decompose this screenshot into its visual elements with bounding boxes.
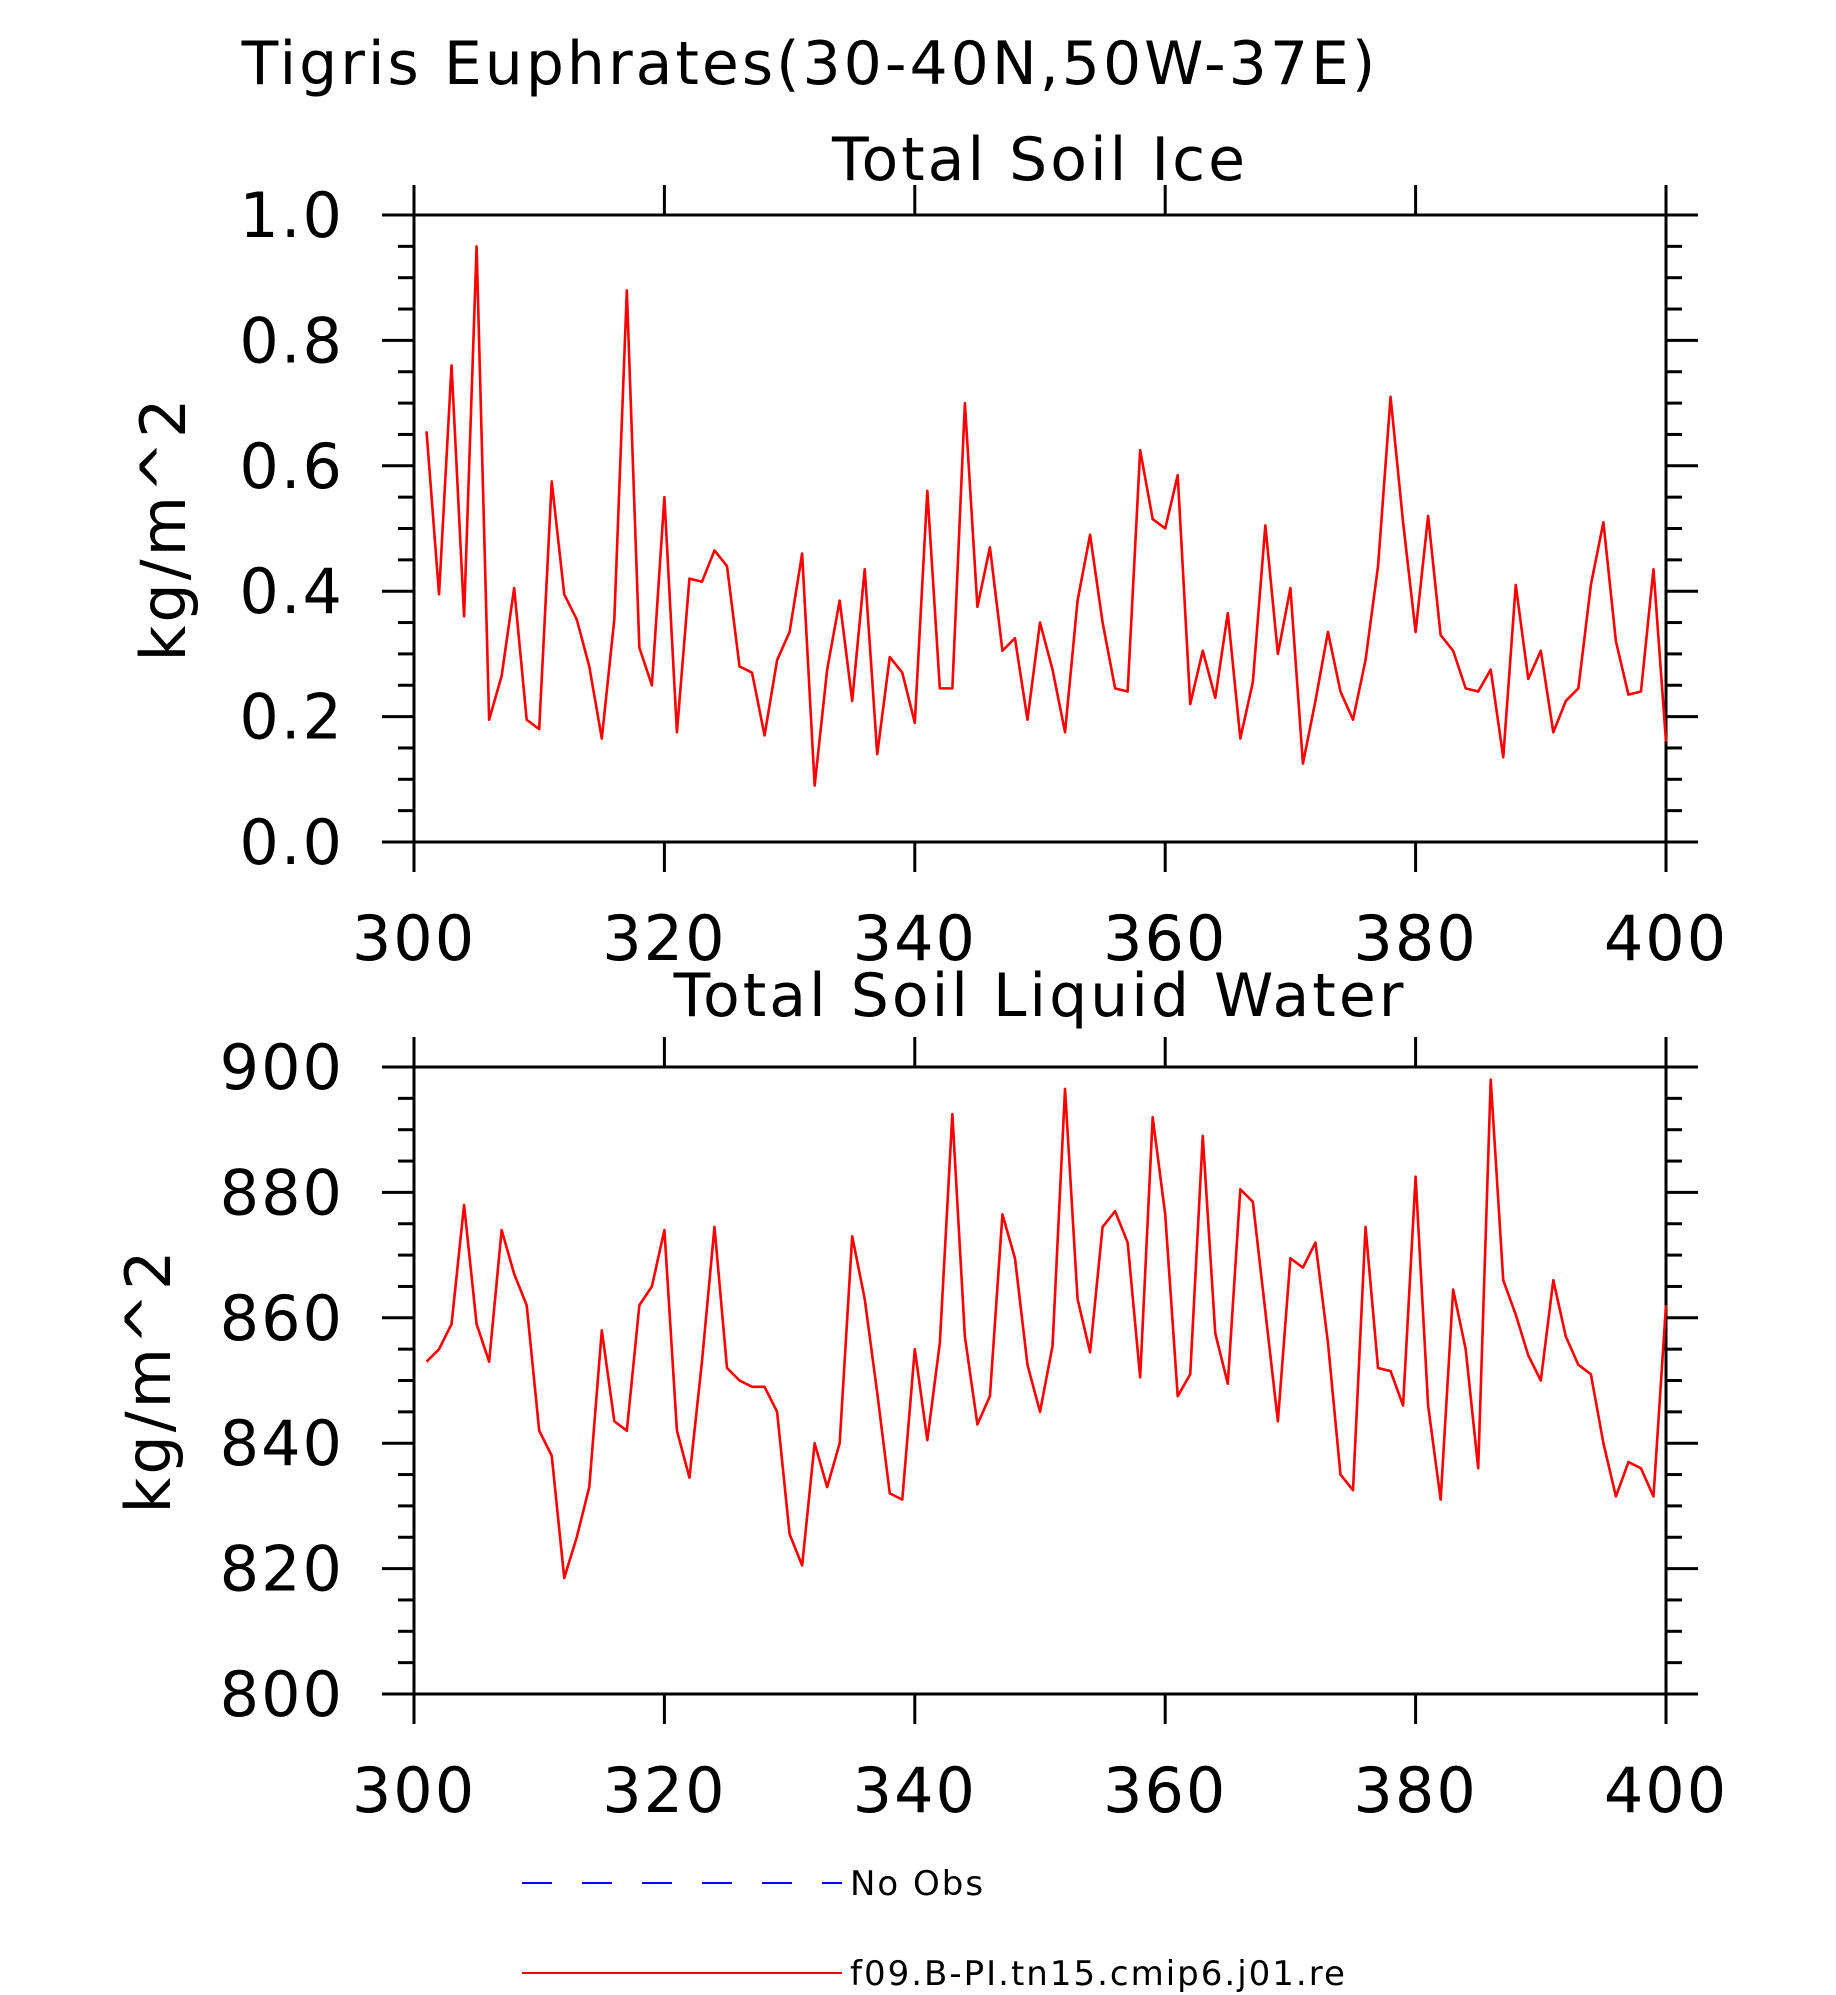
x-tick-label: 360 bbox=[1103, 902, 1227, 975]
plot-frame bbox=[412, 1065, 1668, 1696]
x-tick-label: 400 bbox=[1604, 1754, 1728, 1827]
x-tick-label: 320 bbox=[602, 1754, 726, 1827]
x-tick-label: 340 bbox=[853, 1754, 977, 1827]
x-tick-label: 320 bbox=[602, 902, 726, 975]
legend-label-no-obs: No Obs bbox=[850, 1864, 985, 1904]
panel-title: Total Soil Liquid Water bbox=[673, 961, 1407, 1031]
series-line bbox=[425, 245, 1668, 787]
y-axis-label: kg/m^2 bbox=[127, 396, 200, 662]
y-tick-label: 0.2 bbox=[239, 681, 344, 754]
legend: No Obs f09.B-PI.tn15.cmip6.j01.re bbox=[522, 1864, 1347, 1994]
x-tick-label: 380 bbox=[1353, 902, 1477, 975]
y-tick-label: 0.8 bbox=[239, 304, 344, 377]
y-tick-label: 900 bbox=[220, 1031, 344, 1104]
legend-label-model: f09.B-PI.tn15.cmip6.j01.re bbox=[850, 1954, 1347, 1994]
figure-title: Tigris Euphrates(30-40N,50W-37E) bbox=[241, 29, 1379, 99]
x-tick-label: 300 bbox=[352, 1754, 476, 1827]
y-tick-label: 820 bbox=[220, 1533, 344, 1606]
y-tick-label: 0.0 bbox=[239, 806, 344, 879]
y-tick-label: 860 bbox=[220, 1282, 344, 1355]
y-axis-label: kg/m^2 bbox=[112, 1248, 185, 1514]
y-tick-label: 840 bbox=[220, 1407, 344, 1480]
x-tick-label: 400 bbox=[1604, 902, 1728, 975]
y-tick-label: 0.6 bbox=[239, 430, 344, 503]
panel-total-soil-liquid-water: Total Soil Liquid Water kg/m^2 300 320 340 36… bbox=[112, 961, 1728, 1827]
y-tick-label: 800 bbox=[220, 1658, 344, 1731]
y-tick-label: 0.4 bbox=[239, 555, 344, 628]
panel-total-soil-ice: Total Soil Ice kg/m^2 300 320 340 360 380 400 0.… bbox=[127, 125, 1728, 975]
x-tick-label: 360 bbox=[1103, 1754, 1227, 1827]
x-tick-label: 380 bbox=[1353, 1754, 1477, 1827]
y-tick-label: 880 bbox=[220, 1156, 344, 1229]
plot-frame bbox=[412, 213, 1668, 844]
panel-title: Total Soil Ice bbox=[831, 125, 1248, 195]
x-tick-label: 340 bbox=[853, 902, 977, 975]
y-tick-label: 1.0 bbox=[239, 179, 344, 252]
series-line bbox=[425, 1078, 1668, 1580]
x-tick-label: 300 bbox=[352, 902, 476, 975]
